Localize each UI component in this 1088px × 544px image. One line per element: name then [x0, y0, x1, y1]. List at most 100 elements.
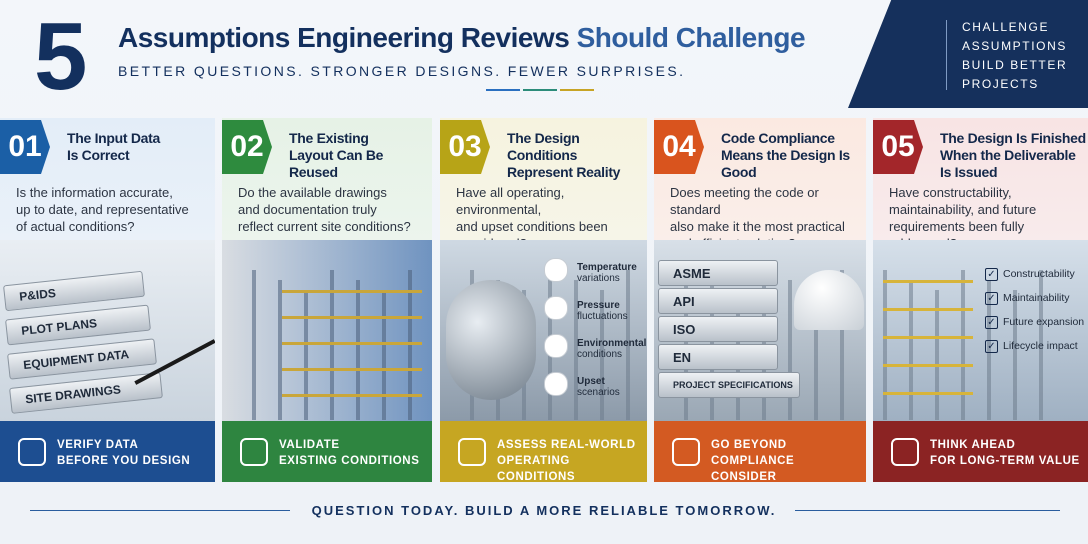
question-line: Have constructability,: [889, 185, 1012, 200]
card-title: Code Compliance Means the Design Is Good: [721, 130, 866, 181]
footer-text: THINK AHEAD FOR LONG-TERM VALUE: [930, 437, 1080, 469]
question-line: reflect current site conditions?: [238, 219, 411, 234]
structure: [382, 290, 386, 420]
question-line: Do the available drawings: [238, 185, 387, 200]
checklist-item: Lifecycle impact: [1003, 340, 1078, 352]
footer-text: ASSESS REAL-WORLD OPERATING CONDITIONS: [497, 437, 647, 482]
footer-line: OPERATING CONDITIONS: [497, 455, 576, 482]
question-line: Does meeting the code or standard: [670, 185, 819, 217]
card-title: The Input Data Is Correct: [67, 130, 160, 164]
checklist-item: Constructability: [1003, 268, 1075, 280]
card: 04 Code Compliance Means the Design Is Goo…: [654, 118, 866, 482]
structure: [408, 270, 412, 420]
title-accent: Should Challenge: [576, 22, 806, 53]
footer-line: EXISTING CONDITIONS: [279, 455, 420, 467]
title-line: Is Correct: [67, 147, 130, 163]
card-number: 02: [222, 120, 272, 174]
structure: [814, 290, 818, 420]
card-image: ✓ Constructability ✓ Maintainability ✓ Future…: [873, 240, 1088, 421]
question-line: up to date, and representative: [16, 202, 189, 217]
structure: [909, 280, 913, 420]
title-main: Assumptions Engineering Reviews: [118, 22, 570, 53]
title-line: Code Compliance: [721, 130, 835, 146]
platform: [883, 308, 973, 311]
structure: [987, 280, 991, 420]
list-icon: [544, 258, 568, 282]
question-line: also make it the most practical: [670, 219, 845, 234]
rule: [795, 510, 1060, 511]
card: 01 The Input Data Is Correct Is the informa…: [0, 118, 215, 482]
footer-text: GO BEYOND COMPLIANCE CONSIDER PRACTICALIT…: [711, 437, 866, 482]
structure: [304, 290, 308, 420]
checklist-item: Maintainability: [1003, 292, 1070, 304]
title-line: The Design Conditions: [507, 130, 580, 163]
card-image: P&IDS PLOT PLANS EQUIPMENT DATA SITE DRAWIN…: [0, 240, 215, 421]
footer-icon: [18, 438, 46, 466]
card-image: ASME API ISO EN PROJECT SPECIFICATIONS: [654, 240, 866, 421]
platform: [883, 364, 973, 367]
title-line: When the Deliverable: [940, 147, 1076, 163]
side-panel: [848, 0, 1088, 108]
beam: [282, 290, 422, 293]
footer-line: GO BEYOND COMPLIANCE: [711, 439, 795, 467]
book: API: [658, 288, 778, 314]
card-question: Have constructability, maintainability, a…: [889, 184, 1088, 252]
list-icon: [544, 296, 568, 320]
list-icon: [544, 372, 568, 396]
footer-icon: [458, 438, 486, 466]
card-number: 04: [654, 120, 704, 174]
question-line: maintainability, and future: [889, 202, 1037, 217]
title-line: Is Issued: [940, 164, 998, 180]
beam: [282, 368, 422, 371]
rule: [30, 510, 290, 511]
list-text: scenarios: [577, 387, 620, 398]
title-line: Layout Can Be Reused: [289, 147, 384, 180]
structure: [278, 280, 282, 420]
footer-line: THINK AHEAD: [930, 439, 1016, 451]
title: Assumptions Engineering Reviews Should C…: [118, 22, 806, 54]
structure: [252, 270, 256, 420]
side-line: BUILD BETTER: [962, 58, 1068, 72]
card-number: 01: [0, 120, 50, 174]
checkbox: ✓: [985, 340, 998, 353]
structure: [788, 280, 792, 420]
book: P&IDS: [3, 270, 145, 312]
card-title: The Existing Layout Can Be Reused: [289, 130, 432, 181]
card-title: The Design Conditions Represent Reality: [507, 130, 647, 181]
checkbox: ✓: [985, 316, 998, 329]
card-footer: VALIDATE EXISTING CONDITIONS: [222, 421, 432, 482]
question-line: of actual conditions?: [16, 219, 135, 234]
book: PLOT PLANS: [5, 304, 151, 346]
book: ASME: [658, 260, 778, 286]
list-text: Upset: [577, 376, 605, 387]
list-text: Environmental: [577, 338, 647, 349]
footer-icon: [672, 438, 700, 466]
card: 03 The Design Conditions Represent Reality…: [440, 118, 647, 482]
structure: [574, 280, 578, 420]
divider: [946, 20, 947, 90]
big-number: 5: [34, 3, 88, 110]
structure: [1039, 270, 1043, 420]
question-line: and documentation truly: [238, 202, 377, 217]
subtitle: BETTER QUESTIONS. STRONGER DESIGNS. FEWE…: [118, 63, 686, 79]
footer-icon: [891, 438, 919, 466]
beam: [282, 342, 422, 345]
platform: [883, 280, 973, 283]
list-text: Pressure: [577, 300, 620, 311]
card-question: Do the available drawings and documentati…: [238, 184, 411, 235]
card-image: [222, 240, 432, 421]
title-line: The Input Data: [67, 130, 161, 146]
checkbox: ✓: [985, 292, 998, 305]
structure: [600, 290, 604, 420]
list-text: Temperature: [577, 262, 637, 273]
question-line: Have all operating, environmental,: [456, 185, 565, 217]
footer-text: VALIDATE EXISTING CONDITIONS: [279, 437, 419, 469]
platform: [883, 336, 973, 339]
card: 02 The Existing Layout Can Be Reused Do the…: [222, 118, 432, 482]
vessel: [446, 280, 536, 400]
card-number: 03: [440, 120, 490, 174]
card-question: Is the information accurate, up to date, …: [16, 184, 189, 235]
card-footer: GO BEYOND COMPLIANCE CONSIDER PRACTICALIT…: [654, 421, 866, 482]
structure: [330, 270, 334, 420]
